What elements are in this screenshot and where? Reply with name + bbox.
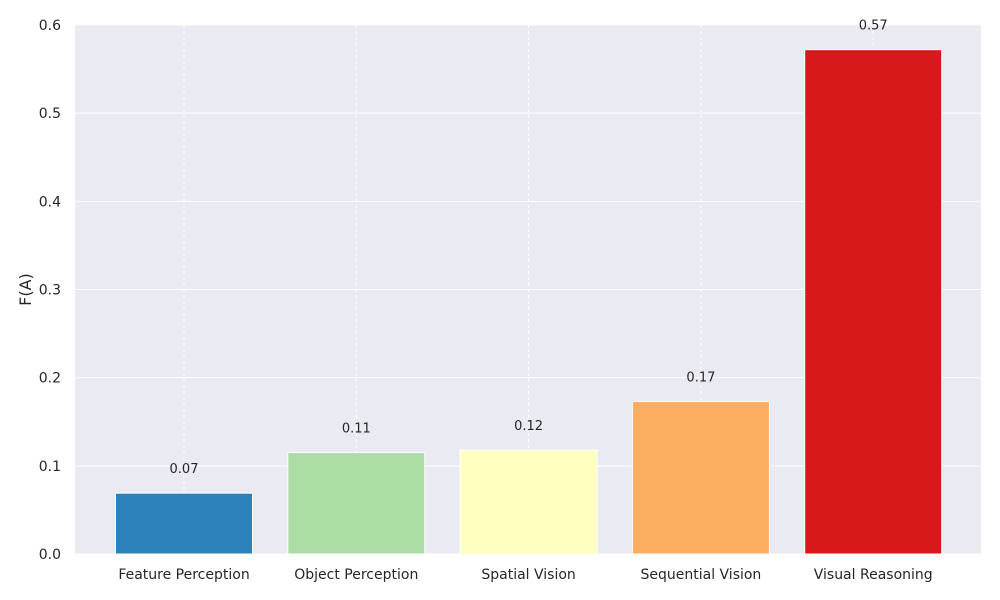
y-tick-label: 0.6: [39, 18, 61, 34]
x-tick-label: Sequential Vision: [640, 567, 761, 583]
bar-value-label: 0.12: [514, 419, 543, 434]
bars: [115, 49, 943, 555]
y-axis-label: F(A): [16, 273, 35, 306]
y-tick-label: 0.5: [39, 106, 61, 122]
x-tick-label: Feature Perception: [118, 567, 249, 583]
y-tick-label: 0.4: [39, 194, 61, 210]
data-labels: 0.07 0.11 0.12 0.17 0.57: [170, 19, 888, 477]
bar: [287, 452, 426, 555]
bar: [459, 449, 598, 555]
x-tick-label: Spatial Vision: [481, 567, 575, 583]
x-tick-label: Object Perception: [294, 567, 418, 583]
y-tick-label: 0.0: [39, 547, 61, 563]
y-axis-ticks: 0.0 0.1 0.2 0.3 0.4 0.5 0.6: [39, 18, 61, 563]
y-tick-label: 0.3: [39, 283, 61, 299]
y-tick-label: 0.1: [39, 459, 61, 475]
bar: [804, 49, 943, 555]
x-axis-ticks: Feature Perception Object Perception Spati…: [118, 567, 932, 583]
bar: [631, 400, 770, 555]
bar-value-label: 0.57: [859, 19, 888, 34]
x-tick-label: Visual Reasoning: [814, 567, 933, 583]
bar: [115, 492, 253, 555]
bar-value-label: 0.07: [170, 462, 199, 477]
bar-value-label: 0.11: [342, 422, 371, 437]
y-tick-label: 0.2: [39, 371, 61, 387]
bar-value-label: 0.17: [686, 370, 715, 385]
